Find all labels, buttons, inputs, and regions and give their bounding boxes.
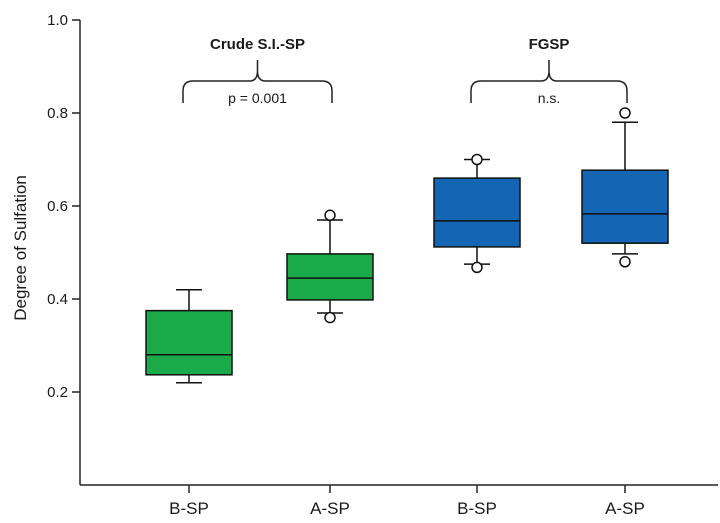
group-title: FGSP <box>529 36 570 53</box>
y-tick-label: 0.6 <box>47 198 68 215</box>
significance-label: p = 0.001 <box>228 90 287 106</box>
box-2 <box>286 209 374 324</box>
y-tick-label: 1.0 <box>47 12 68 29</box>
box-series <box>145 107 669 384</box>
box-body <box>145 309 233 376</box>
outlier-point <box>324 209 336 222</box>
box-4 <box>581 107 669 268</box>
y-tick-label: 0.2 <box>47 384 68 401</box>
box-1 <box>145 288 233 384</box>
outlier-point <box>619 107 631 119</box>
outlier-point <box>471 153 483 166</box>
group-title: Crude S.I.-SP <box>210 36 305 53</box>
x-category-label: B-SP <box>457 499 497 518</box>
box-3 <box>433 153 521 274</box>
axes: 0.2 0.4 0.6 0.8 1.0 B-SP A-SP B-SP A-SP <box>47 12 718 518</box>
group-bracket-1: Crude S.I.-SP p = 0.001 <box>182 36 333 106</box>
x-category-label: A-SP <box>605 499 645 518</box>
y-tick-label: 0.4 <box>47 291 68 308</box>
significance-label: n.s. <box>538 90 561 106</box>
x-category-label: A-SP <box>310 499 350 518</box>
bracket-line <box>182 60 333 103</box>
y-axis-title: Degree of Sulfation <box>11 175 30 321</box>
box-body <box>433 177 521 248</box>
box-body <box>581 169 669 244</box>
x-category-label: B-SP <box>169 499 209 518</box>
outlier-point <box>619 256 631 268</box>
group-annotations: Crude S.I.-SP p = 0.001 FGSP n.s. <box>182 36 628 106</box>
outlier-point <box>471 261 483 274</box>
bracket-line <box>470 60 628 103</box>
group-bracket-2: FGSP n.s. <box>470 36 628 106</box>
outlier-point <box>324 311 336 324</box>
box-body <box>286 253 374 301</box>
y-tick-label: 0.8 <box>47 105 68 122</box>
